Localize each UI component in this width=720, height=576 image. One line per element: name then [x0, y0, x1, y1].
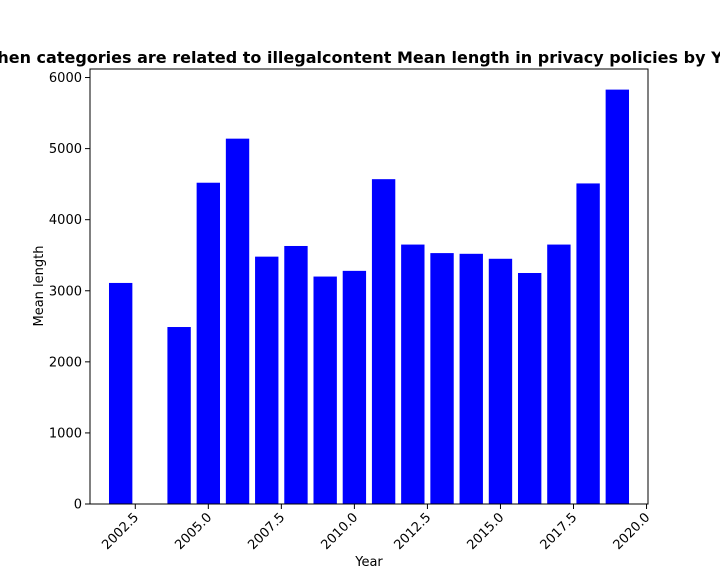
y-tick-label: 5000 — [49, 142, 82, 157]
x-tick-label: 2020.0 — [611, 510, 654, 553]
bar-2004 — [167, 327, 191, 504]
y-tick-label: 2000 — [49, 355, 82, 370]
bar-2005 — [196, 182, 221, 504]
bar-2007 — [255, 256, 279, 504]
bar-2010 — [342, 270, 367, 504]
chart-title: hen categories are related to illegalcon… — [0, 48, 720, 67]
y-tick-label: 0 — [74, 498, 82, 513]
bar-2014 — [459, 253, 483, 504]
plot-frame — [89, 68, 649, 505]
bar-2009 — [313, 276, 337, 504]
x-tick-label: 2012.5 — [391, 510, 434, 553]
y-axis: 0 1000 2000 3000 4000 5000 6000 — [49, 71, 90, 513]
bar-2018 — [576, 183, 600, 504]
y-axis-label: Mean length — [32, 246, 47, 327]
x-tick-label: 2002.5 — [99, 510, 142, 553]
x-tick-label: 2005.0 — [172, 510, 215, 553]
x-tick-label: 2017.5 — [538, 510, 581, 553]
x-axis-label: Year — [354, 555, 383, 570]
bars-group — [108, 89, 630, 505]
y-tick-label: 3000 — [49, 284, 82, 299]
x-tick-label: 2015.0 — [465, 510, 508, 553]
bar-2019 — [605, 89, 630, 505]
bar-2017 — [547, 244, 571, 504]
bar-2006 — [225, 138, 250, 504]
x-tick-label: 2010.0 — [318, 510, 361, 553]
y-tick-label: 6000 — [49, 71, 82, 86]
x-tick-label: 2007.5 — [245, 510, 288, 553]
x-axis: 2002.5 2005.0 2007.5 2010.0 2012.5 2015.0 2017… — [99, 504, 653, 553]
bar-2015 — [488, 258, 513, 504]
bar-2008 — [284, 245, 308, 504]
y-tick-label: 1000 — [49, 426, 82, 441]
bar-2002 — [108, 282, 133, 504]
bar-2012 — [401, 244, 425, 504]
bar-2011 — [371, 179, 396, 504]
bar-2016 — [517, 272, 542, 504]
y-tick-label: 4000 — [49, 213, 82, 228]
bar-2013 — [430, 253, 454, 504]
